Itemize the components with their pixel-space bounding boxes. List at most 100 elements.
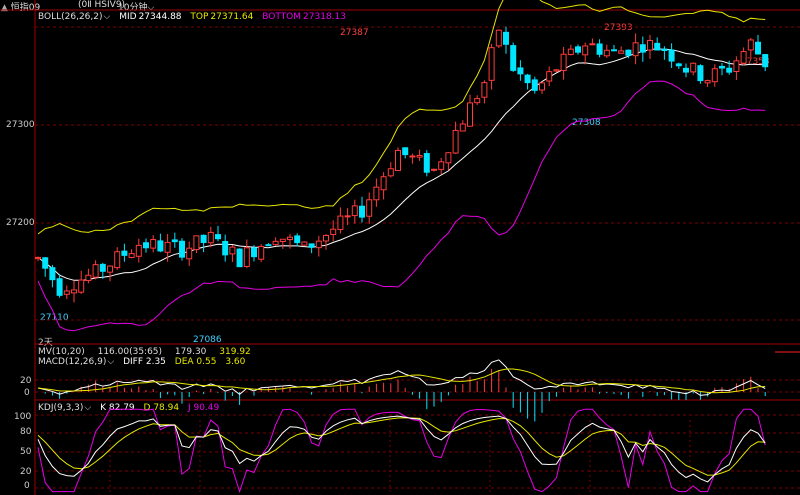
candlesticks [35,26,769,303]
candle-body [236,248,243,268]
macd-legend[interactable]: MACD(12,26,9)⌵ DIFF 2.35 DEA 0.55 3.60 [38,357,251,367]
candle-body [315,240,322,249]
candle-body [546,71,553,82]
candle-body [704,80,711,84]
candle-body [495,29,502,47]
candle-body [481,82,488,98]
kdj-tick-80: 80 [20,427,32,437]
candle-body [63,290,70,295]
mv-legend: MV(10,20) 116.00(35:65) 179.30 319.92 [38,347,251,357]
boll-legend[interactable]: BOLL(26,26,2)⌵ MID 27344.88 TOP 27371.64 B… [38,12,352,22]
candle-body [567,48,574,56]
candle-body [755,41,761,55]
symbol-menu[interactable]: ▲ 恒指09 [1,0,40,13]
kdj-legend[interactable]: KDJ(9,3,3)⌵ K 82.79 D 78.94 J 90.49 [38,403,225,413]
kdj-j: J 90.49 [187,403,220,413]
chevron-down-icon: ⌵ [147,3,155,13]
macd-diff: DIFF 2.35 [123,357,166,367]
candle-body [164,241,171,253]
candle-body [171,239,178,243]
candle-body [229,246,236,255]
candle-body [517,67,524,75]
candle-body [510,45,517,71]
candle-body [611,49,617,52]
candle-body [459,123,466,132]
candle-body [258,245,265,260]
boll-top-line [37,0,766,235]
kdj-tick-50: 50 [20,447,32,457]
candle-body [279,238,286,242]
annotation-low3: 27308 [572,118,601,128]
annotation-low2: 27086 [193,335,222,345]
candle-body [200,234,207,243]
collapse-icon: ▲ [1,3,8,13]
annotation-right: 27358 [741,57,770,67]
candle-body [596,43,603,55]
mid-value: 27344.88 [138,12,182,22]
top-label: TOP [190,12,209,22]
mv-value1: 116.00(35:65) [97,347,163,357]
candle-body [222,240,229,256]
candle-body [647,40,653,51]
candle-body [589,43,596,46]
macd-indicator: MACD(12,26,9) [38,357,107,367]
candle-body [92,264,99,278]
symbol-name: 恒指09 [10,3,41,13]
candle-body [323,234,329,242]
candle-body [553,69,560,72]
candle-body [697,65,704,82]
period-selector[interactable]: 10分钟⌵ [118,0,154,13]
candle-body [215,234,221,240]
annotation-high1: 27387 [340,28,369,38]
candle-body [762,54,769,68]
candle-body [85,274,92,282]
candle-body [675,63,682,67]
candle-body [488,47,495,81]
candle-body [107,265,113,273]
kdj-tick-20: 20 [20,467,32,477]
candle-body [618,50,625,54]
candle-body [503,31,509,45]
mv-value3: 319.92 [219,347,251,357]
annotation-low1: 27110 [40,313,69,323]
candle-body [179,240,185,258]
candle-body [740,51,747,64]
candle-body [603,49,610,57]
kdj-k-line [37,415,766,483]
kdj-k: K 82.79 [100,403,135,413]
candle-body [668,49,675,62]
candle-body [380,176,387,191]
candle-body [524,74,531,84]
candle-body [301,241,308,246]
chevron-down-icon: ⌵ [84,403,92,413]
candle-body [207,231,214,244]
candle-body [150,239,157,249]
candle-body [438,161,445,170]
mid-label: MID [119,12,137,22]
candle-body [474,98,481,104]
code-label: (0Ⅱ HSIV9) [78,0,126,10]
candle-body [359,205,365,218]
candle-body [265,244,272,247]
candle-body [683,67,689,73]
candle-body [452,129,459,154]
candle-body [135,244,142,257]
top-value: 27371.64 [210,12,254,22]
mv-value2: 179.30 [174,347,207,357]
candle-body [661,48,668,52]
candle-body [395,149,401,172]
candle-body [467,102,473,127]
candle-body [114,251,121,269]
candle-body [387,168,394,177]
candle-body [344,215,351,218]
candle-body [632,42,639,57]
mv-indicator: MV(10,20) [38,347,85,357]
kdj-j-line [37,408,766,494]
chevron-down-icon: ⌵ [107,357,115,367]
y-tick-27200: 27200 [6,218,35,228]
candle-body [560,53,567,72]
candle-body [373,186,380,201]
macd-diff-line [37,359,766,396]
